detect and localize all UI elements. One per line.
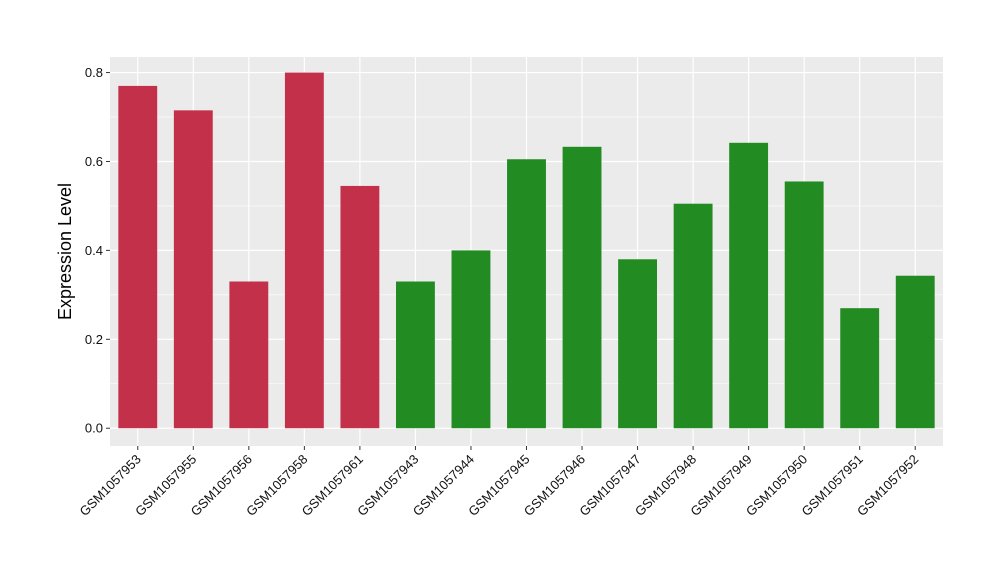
bar-GSM1057944 — [451, 250, 491, 429]
bar-GSM1057953 — [118, 85, 158, 429]
y-tick-label: 0.4 — [85, 243, 103, 258]
bar-GSM1057958 — [284, 72, 324, 429]
bar-GSM1057949 — [729, 142, 769, 429]
y-tick-label: 0.2 — [85, 332, 103, 347]
bar-GSM1057946 — [562, 146, 602, 429]
bar-GSM1057961 — [340, 185, 380, 429]
y-tick-label: 0.0 — [85, 421, 103, 436]
bar-GSM1057952 — [895, 275, 935, 429]
bar-GSM1057947 — [618, 259, 658, 429]
bar-GSM1057943 — [395, 281, 435, 429]
y-tick-label: 0.6 — [85, 154, 103, 169]
bars — [118, 72, 935, 429]
bar-GSM1057950 — [784, 181, 824, 429]
bar-GSM1057955 — [173, 110, 213, 429]
y-axis-title: Expression Level — [55, 183, 75, 320]
bar-GSM1057945 — [507, 159, 546, 429]
bar-GSM1057948 — [673, 203, 713, 429]
bar-GSM1057956 — [229, 281, 269, 429]
y-tick-label: 0.8 — [85, 65, 103, 80]
bar-GSM1057951 — [840, 308, 880, 429]
